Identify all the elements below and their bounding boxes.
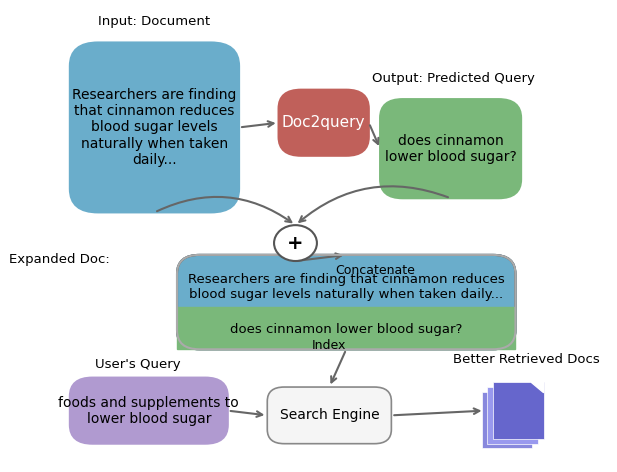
Text: Search Engine: Search Engine — [280, 408, 379, 422]
Text: User's Query: User's Query — [95, 357, 180, 371]
Text: Concatenate: Concatenate — [335, 264, 415, 278]
Text: Expanded Doc:: Expanded Doc: — [9, 253, 109, 266]
Text: does cinnamon
lower blood sugar?: does cinnamon lower blood sugar? — [385, 134, 516, 164]
Circle shape — [274, 225, 317, 261]
Text: Researchers are finding
that cinnamon reduces
blood sugar levels
naturally when : Researchers are finding that cinnamon re… — [72, 88, 237, 167]
FancyBboxPatch shape — [380, 99, 521, 198]
Text: Researchers are finding that cinnamon reduces
blood sugar levels naturally when : Researchers are finding that cinnamon re… — [188, 273, 505, 301]
FancyBboxPatch shape — [70, 42, 239, 212]
Bar — [177, 307, 515, 349]
Text: foods and supplements to
lower blood sugar: foods and supplements to lower blood sug… — [59, 396, 239, 426]
Bar — [487, 387, 538, 444]
Polygon shape — [526, 387, 538, 397]
Text: does cinnamon lower blood sugar?: does cinnamon lower blood sugar? — [230, 323, 462, 336]
FancyBboxPatch shape — [177, 307, 515, 349]
Polygon shape — [531, 382, 544, 393]
FancyBboxPatch shape — [278, 90, 369, 156]
Text: Output: Predicted Query: Output: Predicted Query — [372, 72, 535, 85]
Bar — [482, 392, 532, 448]
Text: Index: Index — [312, 338, 347, 352]
Text: Doc2query: Doc2query — [282, 115, 365, 130]
FancyBboxPatch shape — [267, 387, 391, 444]
FancyBboxPatch shape — [70, 378, 228, 444]
Text: Input: Document: Input: Document — [98, 15, 210, 28]
FancyBboxPatch shape — [177, 255, 515, 349]
Bar — [493, 382, 544, 439]
Polygon shape — [520, 392, 532, 402]
Text: +: + — [288, 234, 304, 253]
Text: Better Retrieved Docs: Better Retrieved Docs — [453, 353, 600, 366]
